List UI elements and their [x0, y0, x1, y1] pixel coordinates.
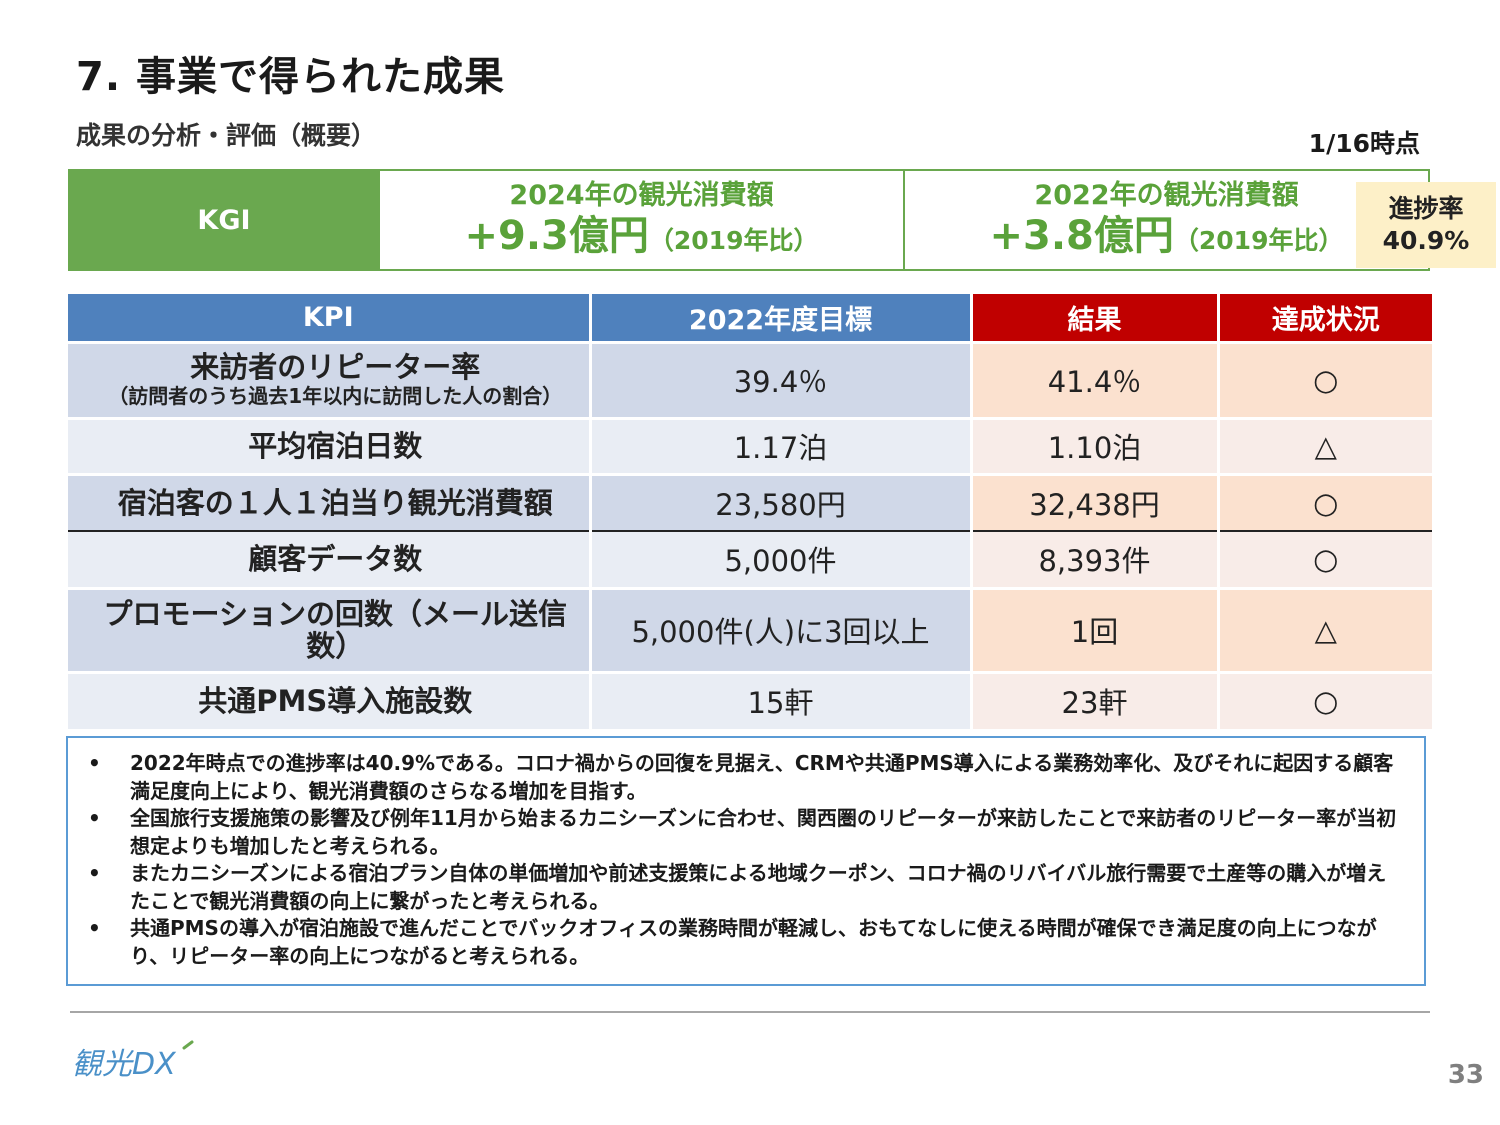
- kpi-status: ○: [1216, 530, 1432, 588]
- kgi-target-value-line: +9.3億円（2019年比）: [465, 212, 819, 260]
- kgi-actual-value: +3.8億円: [989, 213, 1174, 259]
- kgi-target-heading: 2024年の観光消費額: [509, 180, 774, 211]
- kpi-name-sub: （訪問者のうち過去1年以内に訪問した人の割合）: [108, 384, 563, 408]
- table-row: 平均宿泊日数 1.17泊 1.10泊 △: [68, 416, 1432, 474]
- list-item: • 共通PMSの導入が宿泊施設で進んだことでバックオフィスの業務時間が軽減し、お…: [78, 915, 1400, 970]
- kpi-name: 共通PMS導入施設数: [68, 670, 590, 729]
- kgi-actual-cell: 2022年の観光消費額 +3.8億円（2019年比）: [903, 171, 1428, 269]
- kpi-status: △: [1216, 586, 1432, 672]
- kpi-name: プロモーションの回数（メール送信数）: [68, 586, 590, 672]
- kpi-status: △: [1216, 416, 1432, 474]
- kgi-label: KGI: [70, 171, 378, 269]
- header-kpi: KPI: [68, 294, 590, 342]
- kpi-result: 1回: [969, 586, 1218, 672]
- list-item: • 2022年時点での進捗率は40.9%である。コロナ禍からの回復を見据え、CR…: [78, 750, 1400, 805]
- kpi-result: 1.10泊: [969, 416, 1218, 474]
- section-subtitle: 成果の分析・評価（概要）: [76, 121, 377, 150]
- as-of-date: 1/16時点: [1308, 129, 1420, 158]
- table-row: 共通PMS導入施設数 15軒 23軒 ○: [68, 670, 1432, 729]
- kgi-target-value: +9.3億円: [464, 213, 649, 259]
- kpi-result: 23軒: [969, 670, 1218, 729]
- kpi-result: 41.4％: [969, 340, 1218, 418]
- kpi-header-row: KPI 2022年度目標 結果 達成状況: [68, 294, 1432, 342]
- progress-value: 40.9%: [1382, 226, 1470, 255]
- progress-badge: 進捗率 40.9%: [1356, 182, 1496, 268]
- kgi-target-cell: 2024年の観光消費額 +9.3億円（2019年比）: [378, 171, 903, 269]
- table-row: プロモーションの回数（メール送信数） 5,000件(人)に3回以上 1回 △: [68, 586, 1432, 672]
- kpi-table: KPI 2022年度目標 結果 達成状況 来訪者のリピーター率 （訪問者のうち過…: [68, 294, 1432, 729]
- page-number: 33: [1447, 1060, 1484, 1090]
- kpi-result: 32,438円: [969, 472, 1218, 531]
- kpi-status: ○: [1216, 340, 1432, 418]
- table-row: 宿泊客の１人１泊当り観光消費額 23,580円 32,438円 ○: [68, 472, 1432, 531]
- kgi-banner: KGI 2024年の観光消費額 +9.3億円（2019年比） 2022年の観光消…: [68, 169, 1430, 271]
- bullet: •: [88, 861, 101, 885]
- list-item: • またカニシーズンによる宿泊プラン自体の単価増加や前述支援策による地域クーポン…: [78, 860, 1400, 915]
- header-result: 結果: [969, 294, 1218, 342]
- kanko-dx-logo-icon: 観光DX: [72, 1040, 194, 1082]
- kpi-name: 宿泊客の１人１泊当り観光消費額: [68, 472, 590, 531]
- bullet: •: [88, 916, 101, 940]
- kgi-actual-note: （2019年比）: [1173, 226, 1344, 255]
- kpi-target: 23,580円: [588, 472, 971, 531]
- page-title: 7. 事業で得られた成果: [76, 54, 505, 100]
- kgi-actual-heading: 2022年の観光消費額: [1034, 180, 1299, 211]
- kgi-actual-value-line: +3.8億円（2019年比）: [990, 212, 1344, 260]
- note-text: またカニシーズンによる宿泊プラン自体の単価増加や前述支援策による地域クーポン、コ…: [130, 861, 1387, 913]
- note-text: 全国旅行支援施策の影響及び例年11月から始まるカニシーズンに合わせ、関西圏のリピ…: [130, 806, 1397, 858]
- note-text: 2022年時点での進捗率は40.9%である。コロナ禍からの回復を見据え、CRMや…: [130, 751, 1394, 803]
- list-item: • 全国旅行支援施策の影響及び例年11月から始まるカニシーズンに合わせ、関西圏の…: [78, 805, 1400, 860]
- kpi-target: 39.4％: [588, 340, 971, 418]
- header-target: 2022年度目標: [588, 294, 971, 342]
- kpi-name: 顧客データ数: [68, 530, 590, 588]
- progress-label: 進捗率: [1388, 194, 1464, 223]
- kanko-dx-logo: 観光DX: [72, 1040, 202, 1090]
- kpi-name-cell: 来訪者のリピーター率 （訪問者のうち過去1年以内に訪問した人の割合）: [68, 340, 590, 418]
- note-text: 共通PMSの導入が宿泊施設で進んだことでバックオフィスの業務時間が軽減し、おもて…: [130, 916, 1377, 968]
- kpi-target: 15軒: [588, 670, 971, 729]
- kgi-target-note: （2019年比）: [648, 226, 819, 255]
- analysis-notes: • 2022年時点での進捗率は40.9%である。コロナ禍からの回復を見据え、CR…: [66, 736, 1426, 986]
- footer-divider: [70, 1011, 1430, 1013]
- kpi-result: 8,393件: [969, 530, 1218, 588]
- logo-text: 観光DX: [72, 1047, 177, 1082]
- kpi-name: 来訪者のリピーター率: [190, 350, 481, 384]
- table-row: 来訪者のリピーター率 （訪問者のうち過去1年以内に訪問した人の割合） 39.4％…: [68, 340, 1432, 418]
- kpi-name: 平均宿泊日数: [68, 416, 590, 474]
- kpi-status: ○: [1216, 472, 1432, 531]
- kpi-target: 5,000件(人)に3回以上: [588, 586, 971, 672]
- kpi-status: ○: [1216, 670, 1432, 729]
- kpi-target: 5,000件: [588, 530, 971, 588]
- bullet: •: [88, 751, 101, 775]
- bullet: •: [88, 806, 101, 830]
- header-status: 達成状況: [1216, 294, 1432, 342]
- table-row: 顧客データ数 5,000件 8,393件 ○: [68, 530, 1432, 588]
- kpi-target: 1.17泊: [588, 416, 971, 474]
